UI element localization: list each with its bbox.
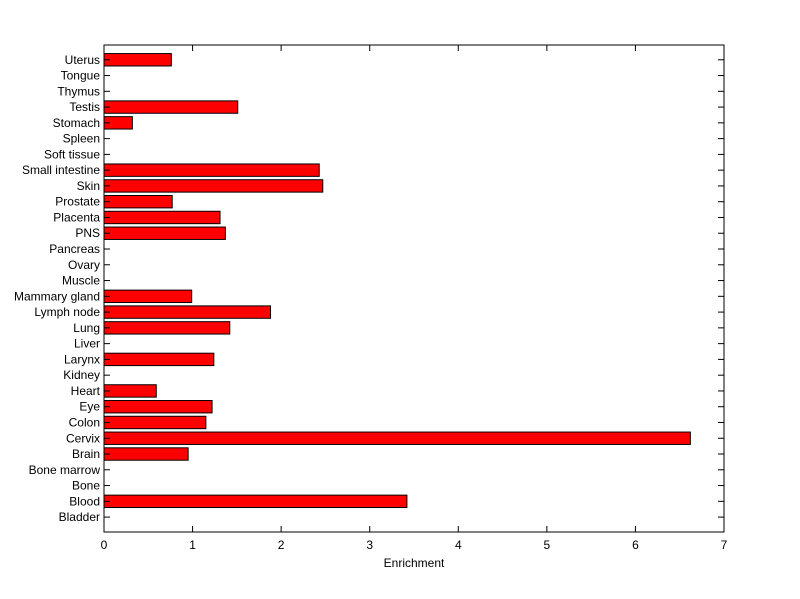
plot-area xyxy=(103,44,725,533)
bar-cervix xyxy=(103,431,691,445)
x-tick-label-7: 7 xyxy=(721,538,728,552)
y-tick-label-heart: Heart xyxy=(71,384,101,398)
bar-mammary-gland xyxy=(103,289,193,304)
y-tick-label-soft-tissue: Soft tissue xyxy=(44,147,100,161)
y-tick-label-bladder: Bladder xyxy=(59,510,100,524)
bar-eye xyxy=(103,400,213,414)
ticks-layer xyxy=(103,45,725,532)
bar-lung xyxy=(103,321,231,335)
bar-skin xyxy=(103,179,324,193)
bar-prostate xyxy=(103,195,173,209)
y-tick-label-blood: Blood xyxy=(69,494,100,508)
x-tick-label-3: 3 xyxy=(366,538,373,552)
y-tick-label-uterus: Uterus xyxy=(65,53,100,67)
y-tick-label-placenta: Placenta xyxy=(53,210,100,224)
y-tick-label-ovary: Ovary xyxy=(68,258,100,272)
x-tick-label-4: 4 xyxy=(455,538,462,552)
y-tick-label-brain: Brain xyxy=(72,447,100,461)
y-tick-label-stomach: Stomach xyxy=(53,116,100,130)
bar-uterus xyxy=(103,53,172,67)
y-tick-label-lung: Lung xyxy=(73,321,100,335)
y-tick-label-muscle: Muscle xyxy=(62,274,100,288)
bar-lymph-node xyxy=(103,305,272,319)
x-tick-label-5: 5 xyxy=(544,538,551,552)
x-tick-label-6: 6 xyxy=(632,538,639,552)
bar-pns xyxy=(103,226,226,240)
y-tick-label-eye: Eye xyxy=(79,400,100,414)
bar-larynx xyxy=(103,352,215,367)
y-tick-label-pns: PNS xyxy=(75,226,100,240)
y-tick-label-mammary-gland: Mammary gland xyxy=(14,289,100,303)
bar-blood xyxy=(103,494,408,509)
y-tick-label-tongue: Tongue xyxy=(61,69,101,83)
y-tick-label-bone-marrow: Bone marrow xyxy=(29,463,101,477)
y-tick-label-spleen: Spleen xyxy=(63,132,100,146)
y-tick-label-skin: Skin xyxy=(77,179,100,193)
y-tick-label-kidney: Kidney xyxy=(63,368,100,382)
y-tick-label-lymph-node: Lymph node xyxy=(34,305,100,319)
bar-brain xyxy=(103,447,189,461)
y-tick-label-bone: Bone xyxy=(72,479,100,493)
y-tick-label-pancreas: Pancreas xyxy=(49,242,100,256)
x-tick-label-0: 0 xyxy=(101,538,108,552)
y-tick-label-colon: Colon xyxy=(69,415,100,429)
x-axis-label: Enrichment xyxy=(384,556,445,570)
bar-colon xyxy=(103,415,207,430)
y-tick-label-liver: Liver xyxy=(74,337,100,351)
y-tick-label-thymus: Thymus xyxy=(57,84,100,98)
bar-small-intestine xyxy=(103,163,320,177)
x-tick-label-1: 1 xyxy=(189,538,196,552)
x-tick-label-2: 2 xyxy=(278,538,285,552)
y-tick-label-small-intestine: Small intestine xyxy=(22,163,100,177)
y-tick-label-cervix: Cervix xyxy=(66,431,100,445)
y-tick-label-testis: Testis xyxy=(69,100,100,114)
bar-heart xyxy=(103,384,157,398)
y-tick-label-larynx: Larynx xyxy=(64,352,100,366)
y-tick-label-prostate: Prostate xyxy=(55,195,100,209)
bar-testis xyxy=(103,100,239,114)
bar-placenta xyxy=(103,210,221,225)
